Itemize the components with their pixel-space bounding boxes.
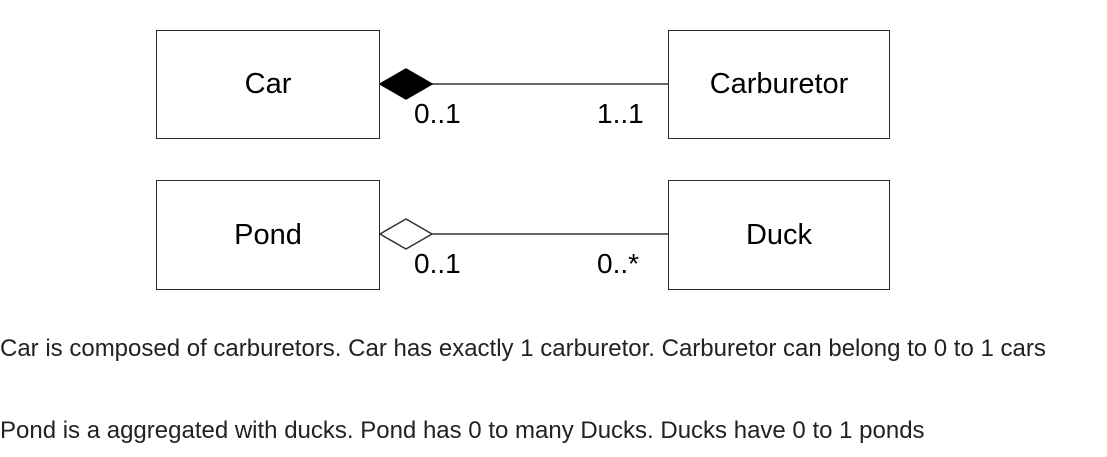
car-class-name: Car [244,68,292,100]
pond-multiplicity: 0..1 [414,248,461,279]
composition-diamond-icon [378,68,434,100]
carburetor-class-box: Carburetor [668,30,890,139]
car-multiplicity: 0..1 [414,98,461,129]
aggregation-diamond-icon [378,218,434,250]
pond-class-name: Pond [234,218,302,251]
association-lines [378,68,668,250]
duck-multiplicity: 0..* [597,248,640,279]
pond-class-box: Pond [156,180,380,290]
duck-class-name: Duck [745,218,813,251]
carburetor-class-name: Carburetor [709,68,849,100]
carburetor-multiplicity: 1..1 [597,98,644,129]
uml-diagram: Car Carburetor Pond Duck 0..1 1..1 0..1 … [156,30,890,290]
duck-class-box: Duck [668,180,890,290]
aggregation-caption: Pond is a aggregated with ducks. Pond ha… [0,417,925,444]
composition-caption: Car is composed of carburetors. Car has … [0,335,1046,362]
car-class-box: Car [156,30,380,139]
